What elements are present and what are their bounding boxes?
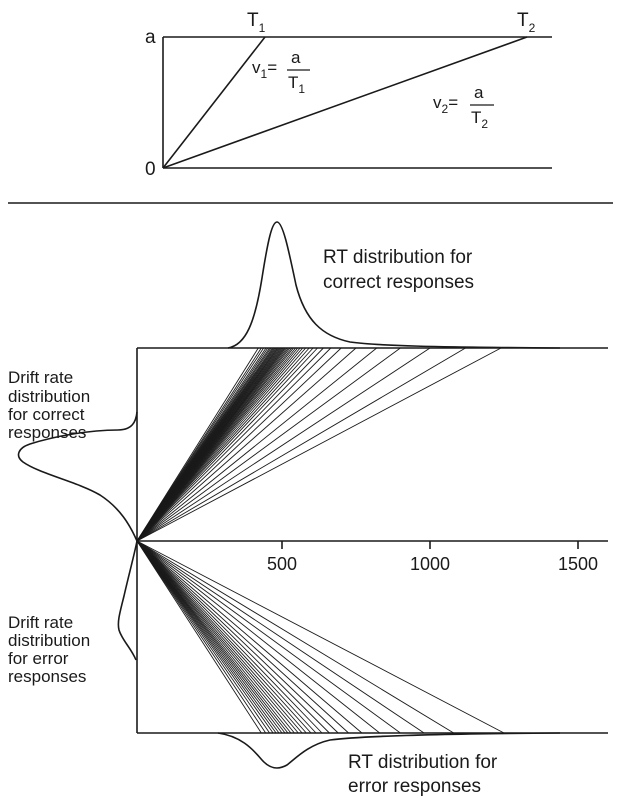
correct-path-32 bbox=[136, 347, 324, 542]
formula-v1: v1= a T1 bbox=[252, 48, 310, 96]
error-path-16 bbox=[136, 540, 323, 734]
error-path-13 bbox=[136, 540, 307, 734]
x-tick-label-1500: 1500 bbox=[558, 554, 598, 574]
correct-path-38 bbox=[136, 347, 431, 542]
error-path-24 bbox=[136, 540, 454, 734]
error-path-25 bbox=[136, 540, 505, 734]
bottom-panel-frame bbox=[136, 347, 608, 734]
error-path-17 bbox=[136, 540, 330, 734]
error-path-23 bbox=[136, 540, 425, 734]
correct-path-30 bbox=[136, 347, 314, 542]
error-path-22 bbox=[136, 540, 401, 734]
drift-distribution-error-curve bbox=[117, 540, 138, 661]
svg-text:v2=: v2= bbox=[433, 93, 458, 116]
correct-path-31 bbox=[136, 347, 318, 542]
correct-path-34 bbox=[136, 347, 342, 542]
error-path-21 bbox=[136, 540, 380, 734]
path-v1 bbox=[162, 36, 266, 169]
svg-text:a: a bbox=[474, 83, 484, 102]
drift-error-label-line3: for error bbox=[8, 649, 69, 668]
correct-response-paths bbox=[136, 347, 502, 542]
drift-error-label-line1: Drift rate bbox=[8, 613, 73, 632]
error-path-14 bbox=[136, 540, 312, 734]
path-v2 bbox=[162, 36, 528, 169]
error-path-1 bbox=[136, 540, 267, 734]
label-zero: 0 bbox=[145, 159, 156, 180]
correct-path-39 bbox=[136, 347, 466, 542]
error-path-11 bbox=[136, 540, 299, 734]
drift-distribution-correct-curve bbox=[17, 411, 138, 542]
error-response-paths bbox=[136, 540, 505, 734]
drift-correct-label-line2: distribution bbox=[8, 387, 90, 406]
formula-v2: v2= a T2 bbox=[433, 83, 494, 131]
svg-text:T2: T2 bbox=[471, 108, 488, 131]
svg-text:T1: T1 bbox=[288, 73, 305, 96]
correct-path-29 bbox=[136, 347, 310, 542]
correct-path-36 bbox=[136, 347, 377, 542]
error-path-2 bbox=[136, 540, 270, 734]
label-t2: T2 bbox=[517, 10, 536, 35]
rt-distribution-error-curve bbox=[217, 732, 561, 769]
error-path-15 bbox=[136, 540, 317, 734]
drift-error-label-line4: responses bbox=[8, 667, 86, 686]
correct-path-37 bbox=[136, 347, 401, 542]
rt-distribution-correct-curve bbox=[227, 221, 561, 349]
error-path-18 bbox=[136, 540, 339, 734]
svg-text:v1=: v1= bbox=[252, 58, 277, 81]
drift-correct-label-line4: responses bbox=[8, 423, 86, 442]
rt-correct-label-line2: correct responses bbox=[323, 272, 474, 293]
error-path-12 bbox=[136, 540, 303, 734]
drift-correct-label-line3: for correct bbox=[8, 405, 85, 424]
correct-path-35 bbox=[136, 347, 357, 542]
drift-error-label-line2: distribution bbox=[8, 631, 90, 650]
error-path-20 bbox=[136, 540, 363, 734]
label-t1: T1 bbox=[247, 10, 266, 35]
error-path-10 bbox=[136, 540, 295, 734]
rt-error-label-line2: error responses bbox=[348, 776, 481, 797]
x-tick-label-1000: 1000 bbox=[410, 554, 450, 574]
x-tick-label-500: 500 bbox=[267, 554, 297, 574]
top-panel bbox=[162, 36, 552, 169]
error-path-9 bbox=[136, 540, 292, 734]
drift-correct-label-line1: Drift rate bbox=[8, 368, 73, 387]
error-path-0 bbox=[136, 540, 262, 734]
rt-correct-label-line1: RT distribution for bbox=[323, 247, 473, 268]
correct-path-33 bbox=[136, 347, 332, 542]
rt-error-label-line1: RT distribution for bbox=[348, 752, 498, 773]
error-path-19 bbox=[136, 540, 349, 734]
svg-text:a: a bbox=[291, 48, 301, 67]
correct-path-40 bbox=[136, 347, 502, 542]
label-a: a bbox=[145, 27, 156, 48]
